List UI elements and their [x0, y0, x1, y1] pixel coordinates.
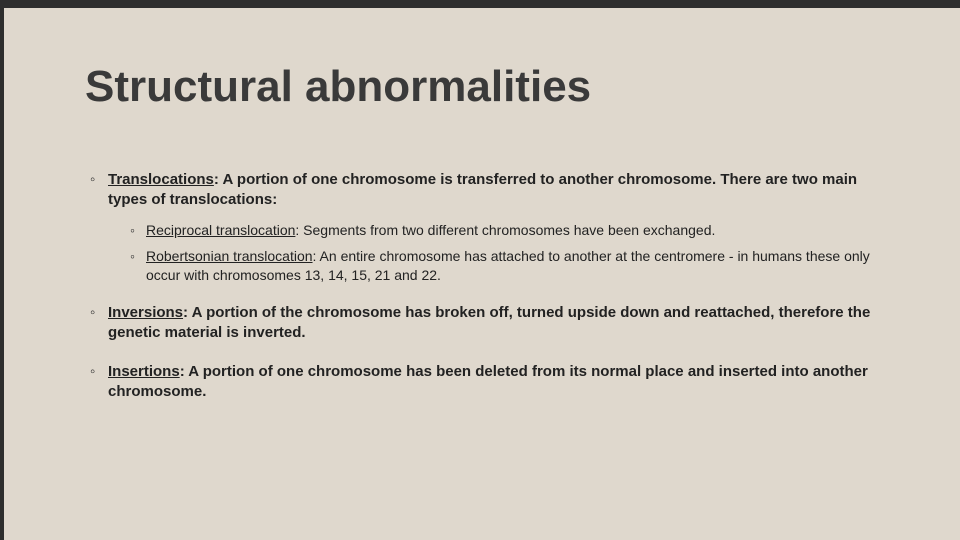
term-insertions: Insertions	[108, 363, 180, 380]
list-item: Insertions: A portion of one chromosome …	[90, 362, 895, 403]
term-desc: : Segments from two different chromosome…	[295, 222, 715, 238]
list-item: Reciprocal translocation: Segments from …	[130, 221, 895, 240]
left-border	[0, 0, 4, 540]
list-item: Translocations: A portion of one chromos…	[90, 170, 895, 285]
list-item: Robertsonian translocation: An entire ch…	[130, 247, 895, 285]
top-border	[0, 0, 960, 8]
slide-title: Structural abnormalities	[85, 62, 591, 112]
list-item: Inversions: A portion of the chromosome …	[90, 303, 895, 344]
term-desc: : A portion of one chromosome is transfe…	[108, 171, 857, 208]
term-desc: : A portion of the chromosome has broken…	[108, 304, 870, 341]
slide-body: Translocations: A portion of one chromos…	[90, 170, 895, 420]
term-translocations: Translocations	[108, 171, 214, 188]
term-desc: : A portion of one chromosome has been d…	[108, 363, 868, 400]
bullet-list-level1: Translocations: A portion of one chromos…	[90, 170, 895, 402]
slide: Structural abnormalities Translocations:…	[0, 0, 960, 540]
bullet-list-level2: Reciprocal translocation: Segments from …	[108, 221, 895, 286]
term-inversions: Inversions	[108, 304, 183, 321]
term-reciprocal: Reciprocal translocation	[146, 222, 295, 238]
term-robertsonian: Robertsonian translocation	[146, 248, 313, 264]
